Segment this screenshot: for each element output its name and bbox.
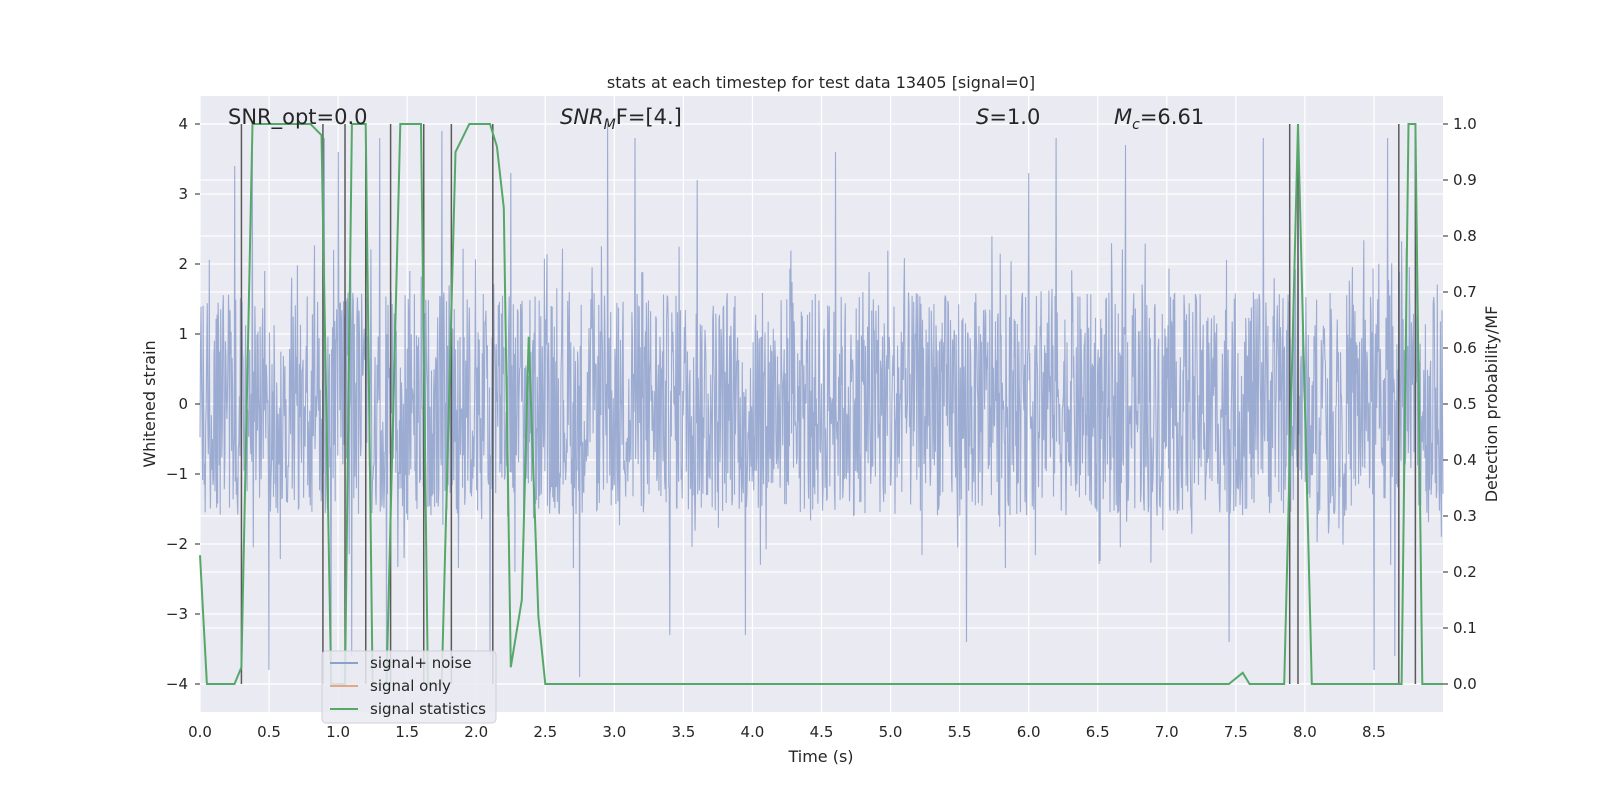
signal-statistics-line	[199, 123, 1443, 685]
x-tick-label: 8.5	[1362, 723, 1386, 741]
y2-tick-label: 0.1	[1453, 619, 1477, 637]
x-tick-label: 1.5	[395, 723, 419, 741]
y-tick-label: −4	[166, 675, 188, 693]
y2-tick-label: 0.4	[1453, 451, 1477, 469]
x-tick-label: 0.5	[257, 723, 281, 741]
x-tick-label: 8.0	[1293, 723, 1317, 741]
y-tick-label: 0	[178, 395, 188, 413]
y-tick-label: 1	[178, 325, 188, 343]
y2-tick-label: 0.5	[1453, 395, 1477, 413]
x-tick-label: 1.0	[326, 723, 350, 741]
x-tick-label: 5.5	[948, 723, 972, 741]
snr-mf-suffix: F=[4.]	[616, 105, 682, 129]
snr-opt-annotation: SNR_opt=0.0	[228, 105, 368, 130]
y-tick-label: 2	[178, 255, 188, 273]
chart-title: stats at each timestep for test data 134…	[607, 73, 1035, 92]
snr-mf-annotation: SNRMF=[4.]	[560, 105, 682, 133]
signal-noise-series	[199, 123, 1444, 685]
x-axis-label: Time (s)	[787, 747, 853, 766]
x-tick-label: 4.0	[741, 723, 765, 741]
x-tick-label: 2.0	[464, 723, 488, 741]
y-ticks: 4 3 2 1 0 −1 −2 −3 −4	[166, 115, 200, 693]
x-tick-label: 3.5	[671, 723, 695, 741]
legend-box	[321, 650, 497, 724]
y-tick-label: −1	[166, 465, 188, 483]
y-axis-label: Whitened strain	[140, 340, 159, 467]
y-tick-label: −3	[166, 605, 188, 623]
x-tick-label: 6.5	[1086, 723, 1110, 741]
x-tick-label: 4.5	[810, 723, 834, 741]
x-tick-label: 3.0	[602, 723, 626, 741]
y2-tick-label: 0.3	[1453, 507, 1477, 525]
y2-tick-label: 0.6	[1453, 339, 1477, 357]
legend: signal+ noise signal only signal statist…	[321, 650, 497, 724]
snr-mf-sub: M	[604, 117, 616, 133]
mc-annotation: Mc=6.61	[1114, 105, 1204, 133]
mc-value: =6.61	[1140, 105, 1204, 129]
y2-tick-label: 0.8	[1453, 227, 1477, 245]
x-ticks: 0.0 0.5 1.0 1.5 2.0 2.5 3.0 3.5 4.0 4.5 5.0 5.5 6.0 6…	[188, 723, 1386, 741]
y-tick-label: 4	[178, 115, 188, 133]
y2-ticks: 1.0 0.9 0.8 0.7 0.6 0.5 0.4 0.3 0.2 0.1 0.0	[1443, 115, 1477, 693]
legend-label-signal-statistics: signal statistics	[370, 700, 486, 718]
s-annotation: S=1.0	[976, 105, 1040, 129]
x-tick-label: 0.0	[188, 723, 212, 741]
x-tick-label: 6.0	[1017, 723, 1041, 741]
y2-tick-label: 0.0	[1453, 675, 1477, 693]
x-tick-label: 7.5	[1224, 723, 1248, 741]
y-tick-label: 3	[178, 185, 188, 203]
signal-noise-line	[199, 123, 1444, 685]
mc-label: M	[1114, 105, 1132, 129]
legend-label-signal-noise: signal+ noise	[370, 654, 472, 672]
y2-tick-label: 0.7	[1453, 283, 1477, 301]
s-label: S	[976, 105, 989, 129]
mc-sub: c	[1132, 117, 1140, 133]
y2-tick-label: 0.2	[1453, 563, 1477, 581]
y2-tick-label: 0.9	[1453, 171, 1477, 189]
x-tick-label: 7.0	[1155, 723, 1179, 741]
y2-tick-label: 1.0	[1453, 115, 1477, 133]
y-tick-label: −2	[166, 535, 188, 553]
legend-label-signal-only: signal only	[370, 677, 451, 695]
s-value: =1.0	[989, 105, 1040, 129]
y2-axis-label: Detection probability/MF	[1482, 306, 1501, 503]
signal-statistics-series	[199, 123, 1443, 685]
x-tick-label: 2.5	[533, 723, 557, 741]
snr-mf-prefix: SNR	[560, 105, 604, 129]
x-tick-label: 5.0	[879, 723, 903, 741]
